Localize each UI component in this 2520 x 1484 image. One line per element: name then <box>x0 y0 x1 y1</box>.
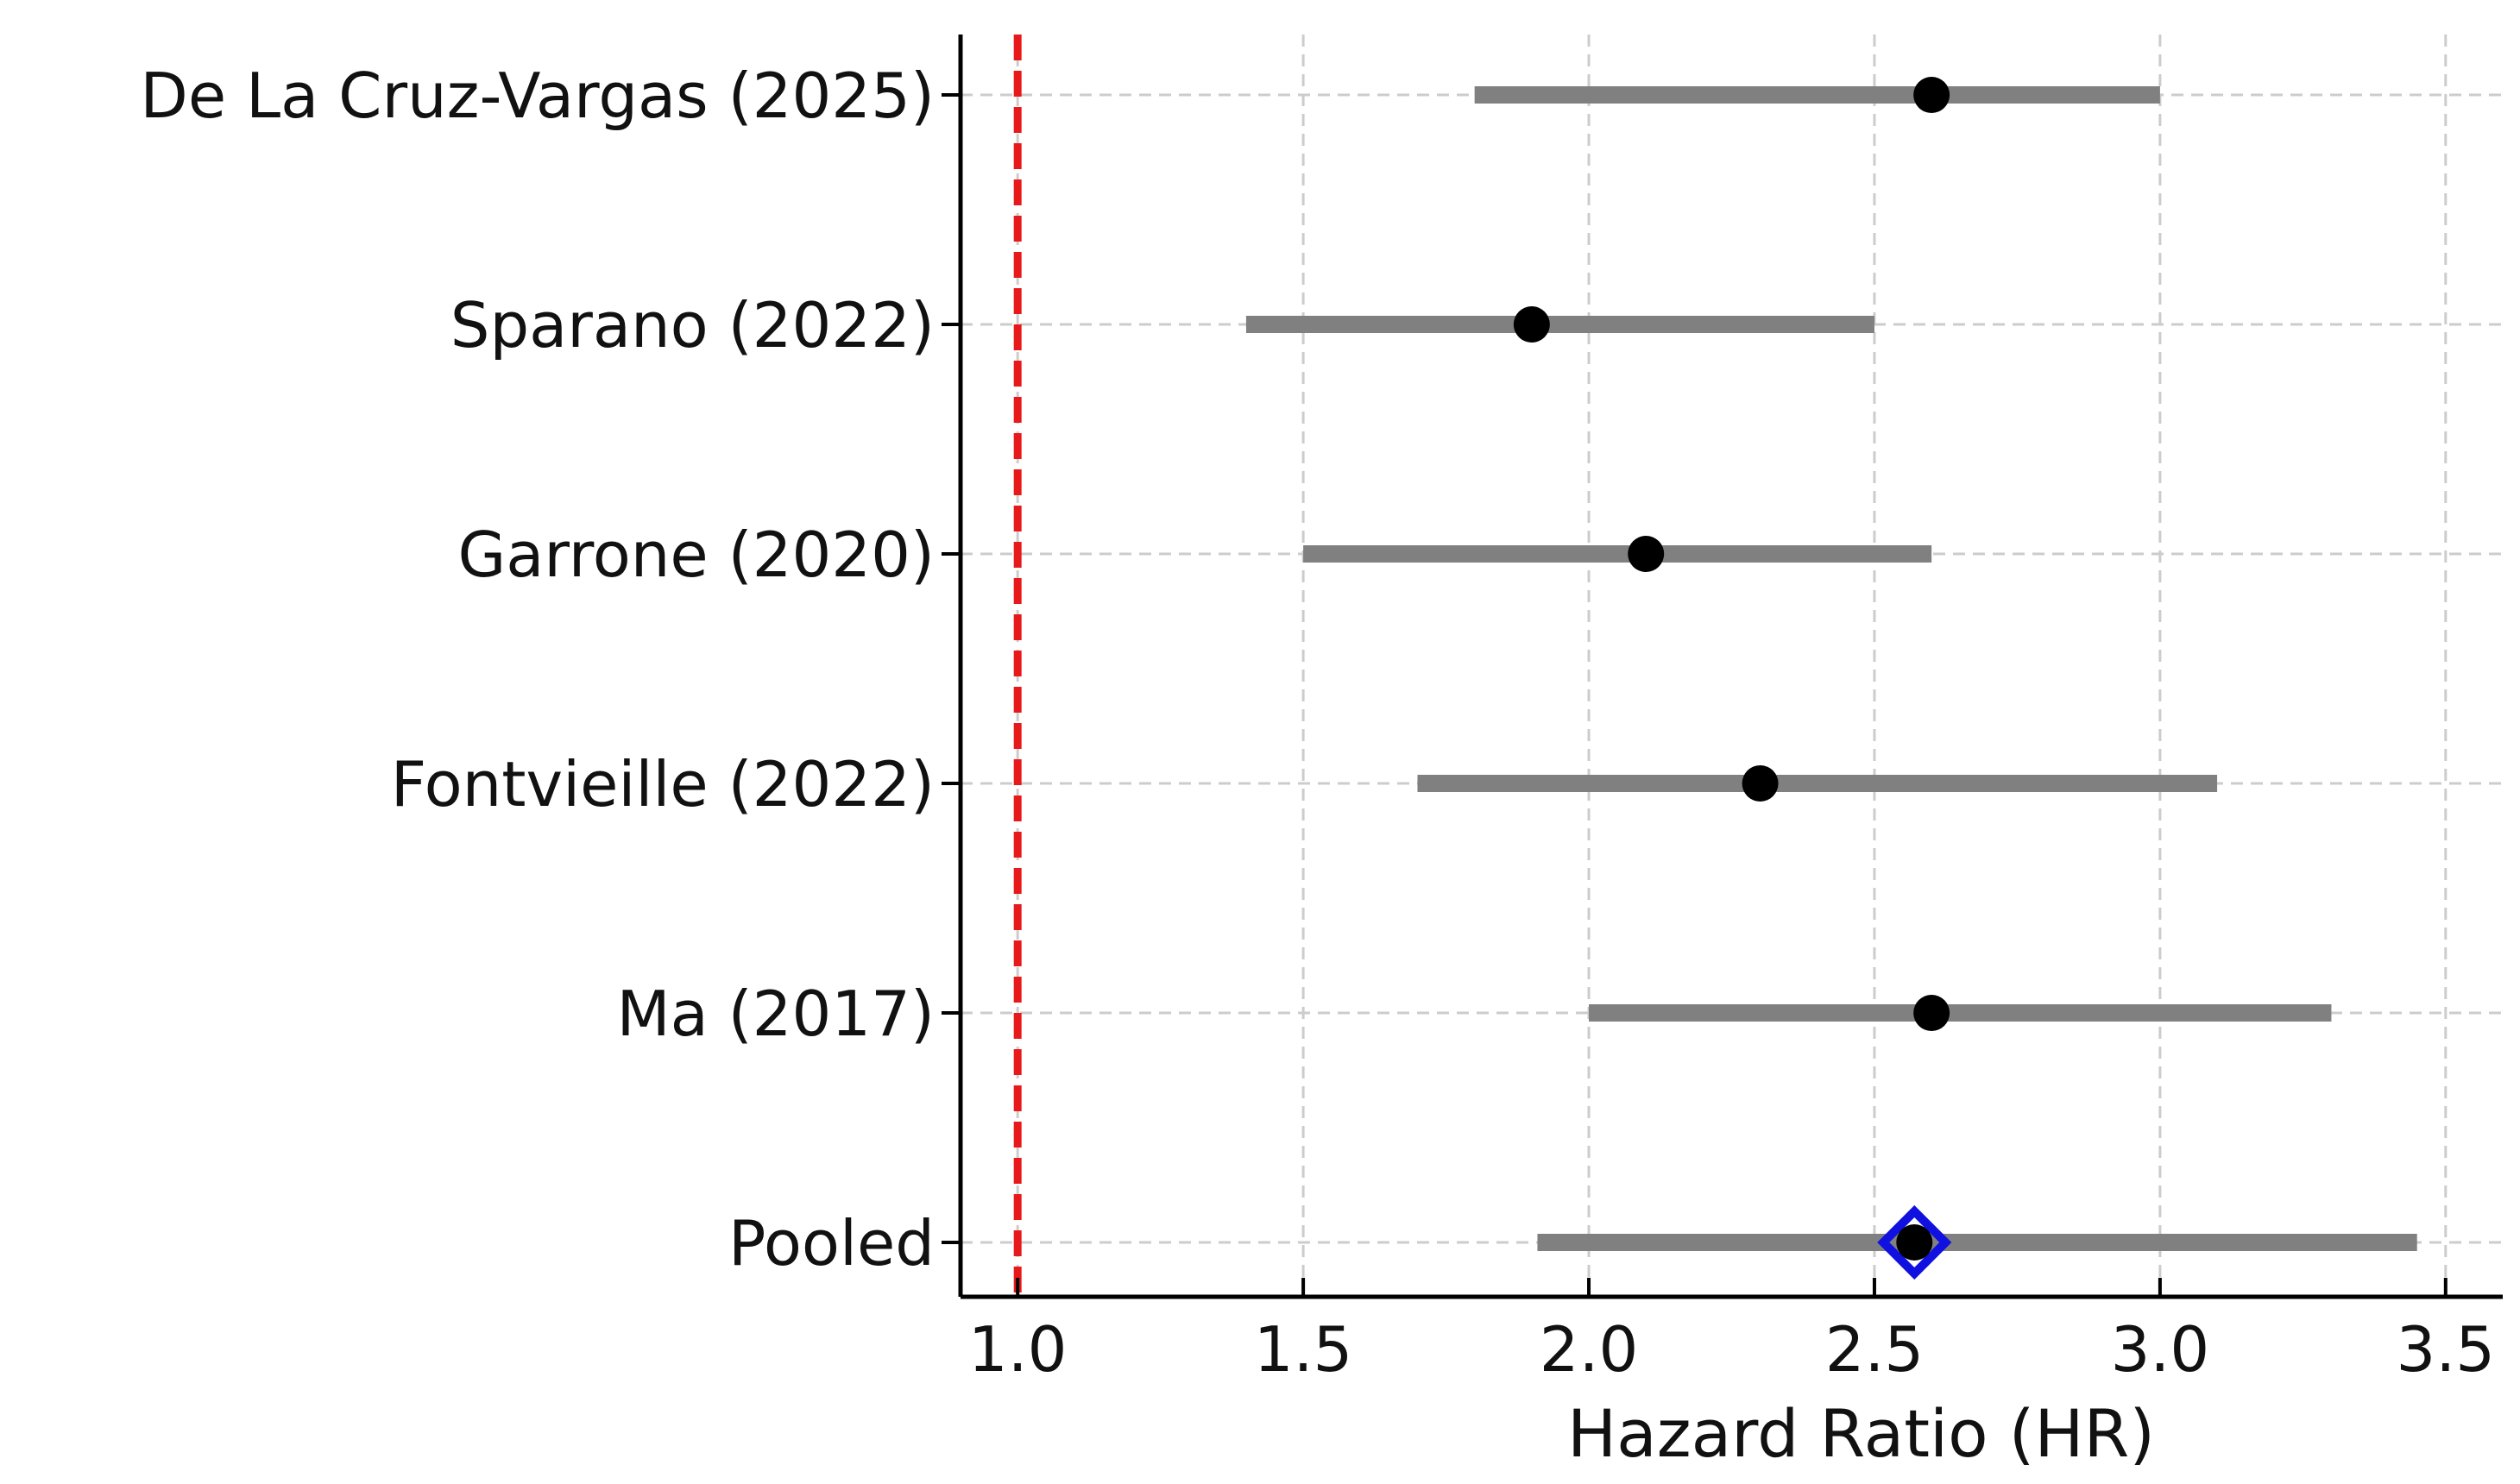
x-tick-label-3: 2.5 <box>1825 1313 1925 1386</box>
axes <box>942 35 2503 1299</box>
confidence-intervals <box>1245 86 2417 1251</box>
x-tick-label-4: 3.0 <box>2111 1313 2210 1386</box>
study-label-2: Garrone (2020) <box>457 519 935 591</box>
point-estimate-4 <box>1913 995 1950 1031</box>
study-label-3: Fontvieille (2022) <box>391 748 935 821</box>
point-estimate-2 <box>1628 536 1665 572</box>
point-estimate-3 <box>1742 765 1779 802</box>
x-tick-label-0: 1.0 <box>968 1313 1068 1386</box>
grid-lines <box>961 35 2503 1297</box>
x-tick-label-5: 3.5 <box>2397 1313 2496 1386</box>
point-estimate-1 <box>1513 306 1550 343</box>
study-label-1: Sparano (2022) <box>450 289 935 362</box>
study-labels: De La Cruz-Vargas (2025) Sparano (2022) Ga… <box>140 60 935 1280</box>
point-estimate-5 <box>1896 1224 1933 1261</box>
point-estimate-0 <box>1913 77 1950 113</box>
x-tick-label-1: 1.5 <box>1254 1313 1353 1386</box>
point-estimates <box>1513 77 1952 1280</box>
x-tick-label-2: 2.0 <box>1540 1313 1639 1386</box>
x-axis-title: Hazard Ratio (HR) <box>1567 1395 2155 1472</box>
study-label-4: Ma (2017) <box>616 978 935 1050</box>
x-tick-labels: 1.0 1.5 2.0 2.5 3.0 3.5 <box>968 1313 2495 1386</box>
study-label-0: De La Cruz-Vargas (2025) <box>140 60 935 132</box>
pooled-diamond <box>1877 1204 1952 1280</box>
study-label-5: Pooled <box>728 1207 935 1280</box>
